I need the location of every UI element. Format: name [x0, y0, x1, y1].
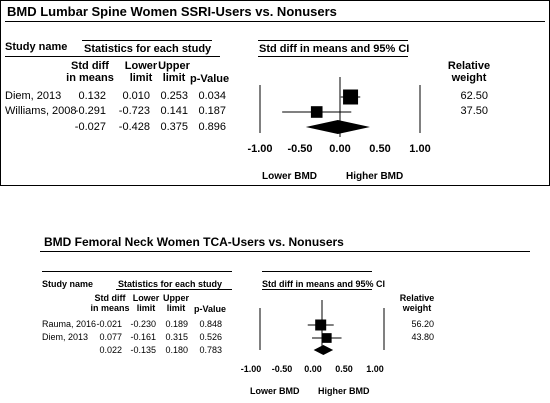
- header-lower-limit: Lower limit: [132, 293, 160, 314]
- study-name: Diem, 2013: [5, 90, 62, 102]
- header-plot: Std diff in means and 95% CI: [262, 279, 386, 289]
- forest-plot-femoral: [259, 300, 385, 355]
- header-rule: [116, 289, 232, 290]
- tick-label: 0.00: [329, 143, 351, 155]
- tick-label: 1.00: [409, 143, 431, 155]
- tick-label: -0.50: [287, 143, 313, 155]
- forest-plot-lumbar: [259, 77, 421, 137]
- lower-limit-value: -0.230: [130, 319, 156, 329]
- header-rule: [258, 40, 408, 41]
- study-name: Diem, 2013: [42, 332, 89, 342]
- header-study-name: Study name: [5, 41, 68, 53]
- study-marker: [315, 319, 327, 331]
- tick-label: -1.00: [247, 143, 273, 155]
- chart-title: BMD Lumbar Spine Women SSRI-Users vs. No…: [7, 4, 337, 19]
- weight-value: 37.50: [460, 105, 488, 117]
- study-name: Rauma, 2016: [42, 319, 97, 329]
- weight-value: 56.20: [411, 319, 434, 329]
- title-underline: [5, 21, 545, 22]
- p-value: 0.526: [199, 332, 222, 342]
- tick-label: 0.00: [304, 364, 322, 374]
- header-upper-limit: Upper limit: [162, 293, 189, 314]
- header-lower-limit: Lower limit: [124, 60, 158, 85]
- lower-limit-value: -0.723: [118, 105, 150, 117]
- header-rule: [262, 271, 372, 272]
- pooled-upper-limit: 0.375: [160, 121, 188, 133]
- lower-limit-value: -0.161: [130, 332, 156, 342]
- pooled-lower-limit: -0.135: [130, 345, 156, 355]
- p-value: 0.034: [198, 90, 226, 102]
- upper-limit-value: 0.253: [160, 90, 188, 102]
- pooled-std-diff: -0.027: [74, 121, 106, 133]
- study-marker: [321, 333, 332, 343]
- tick-label: 1.00: [366, 364, 384, 374]
- std-diff-value: 0.077: [99, 332, 122, 342]
- tick-label: -0.50: [271, 364, 293, 374]
- pooled-lower-limit: -0.428: [118, 121, 150, 133]
- upper-limit-value: 0.141: [160, 105, 188, 117]
- p-value: 0.187: [198, 105, 226, 117]
- header-rule: [258, 56, 408, 57]
- weight-value: 62.50: [460, 90, 488, 102]
- lower-limit-value: 0.010: [122, 90, 150, 102]
- tick-label: 0.50: [369, 143, 391, 155]
- pooled-p-value: 0.896: [198, 121, 226, 133]
- header-plot: Std diff in means and 95% CI: [259, 43, 410, 55]
- pooled-p-value: 0.783: [199, 345, 222, 355]
- study-marker: [343, 89, 359, 105]
- p-value: 0.848: [199, 319, 222, 329]
- tick-label: -1.00: [240, 364, 262, 374]
- std-diff-value: -0.021: [96, 319, 122, 329]
- header-std-diff: Std diff in means: [90, 293, 130, 314]
- header-study-name: Study name: [42, 279, 94, 289]
- header-p-value: p-Value: [194, 304, 227, 314]
- pooled-std-diff: 0.022: [99, 345, 122, 355]
- header-relative-weight: Relative weight: [447, 60, 491, 85]
- favours-right-label: Higher BMD: [318, 386, 370, 396]
- chart-title: BMD Femoral Neck Women TCA-Users vs. Non…: [44, 235, 344, 249]
- std-diff-value: -0.291: [74, 105, 106, 117]
- header-rule: [5, 56, 220, 57]
- study-marker: [310, 106, 323, 118]
- study-name: Williams, 2008: [5, 105, 77, 117]
- header-p-value: p-Value: [190, 73, 230, 85]
- favours-right-label: Higher BMD: [346, 171, 404, 182]
- header-rule: [42, 271, 232, 272]
- title-underline: [40, 251, 530, 252]
- header-upper-limit: Upper limit: [158, 60, 190, 85]
- favours-left-label: Lower BMD: [262, 171, 317, 182]
- pooled-upper-limit: 0.180: [165, 345, 188, 355]
- pooled-diamond: [313, 345, 334, 355]
- upper-limit-value: 0.189: [165, 319, 188, 329]
- header-relative-weight: Relative weight: [399, 293, 435, 314]
- favours-left-label: Lower BMD: [250, 386, 300, 396]
- header-std-diff: Std diff in means: [66, 60, 114, 85]
- upper-limit-value: 0.315: [165, 332, 188, 342]
- tick-label: 0.50: [335, 364, 353, 374]
- pooled-diamond: [305, 120, 370, 134]
- header-rule: [262, 289, 372, 290]
- weight-value: 43.80: [411, 332, 434, 342]
- header-rule: [82, 40, 212, 41]
- header-stats: Statistics for each study: [118, 279, 223, 289]
- std-diff-value: 0.132: [78, 90, 106, 102]
- header-stats: Statistics for each study: [84, 43, 212, 55]
